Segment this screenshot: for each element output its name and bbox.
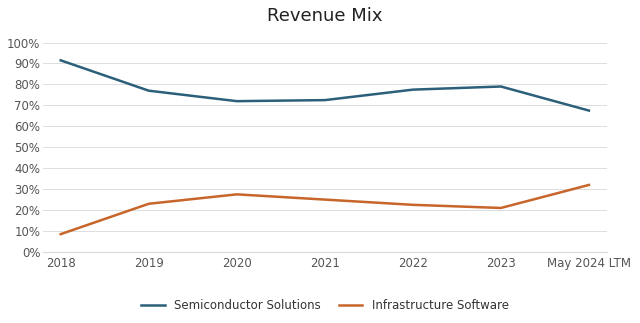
Title: Revenue Mix: Revenue Mix	[267, 7, 383, 25]
Legend: Semiconductor Solutions, Infrastructure Software: Semiconductor Solutions, Infrastructure …	[136, 294, 513, 317]
